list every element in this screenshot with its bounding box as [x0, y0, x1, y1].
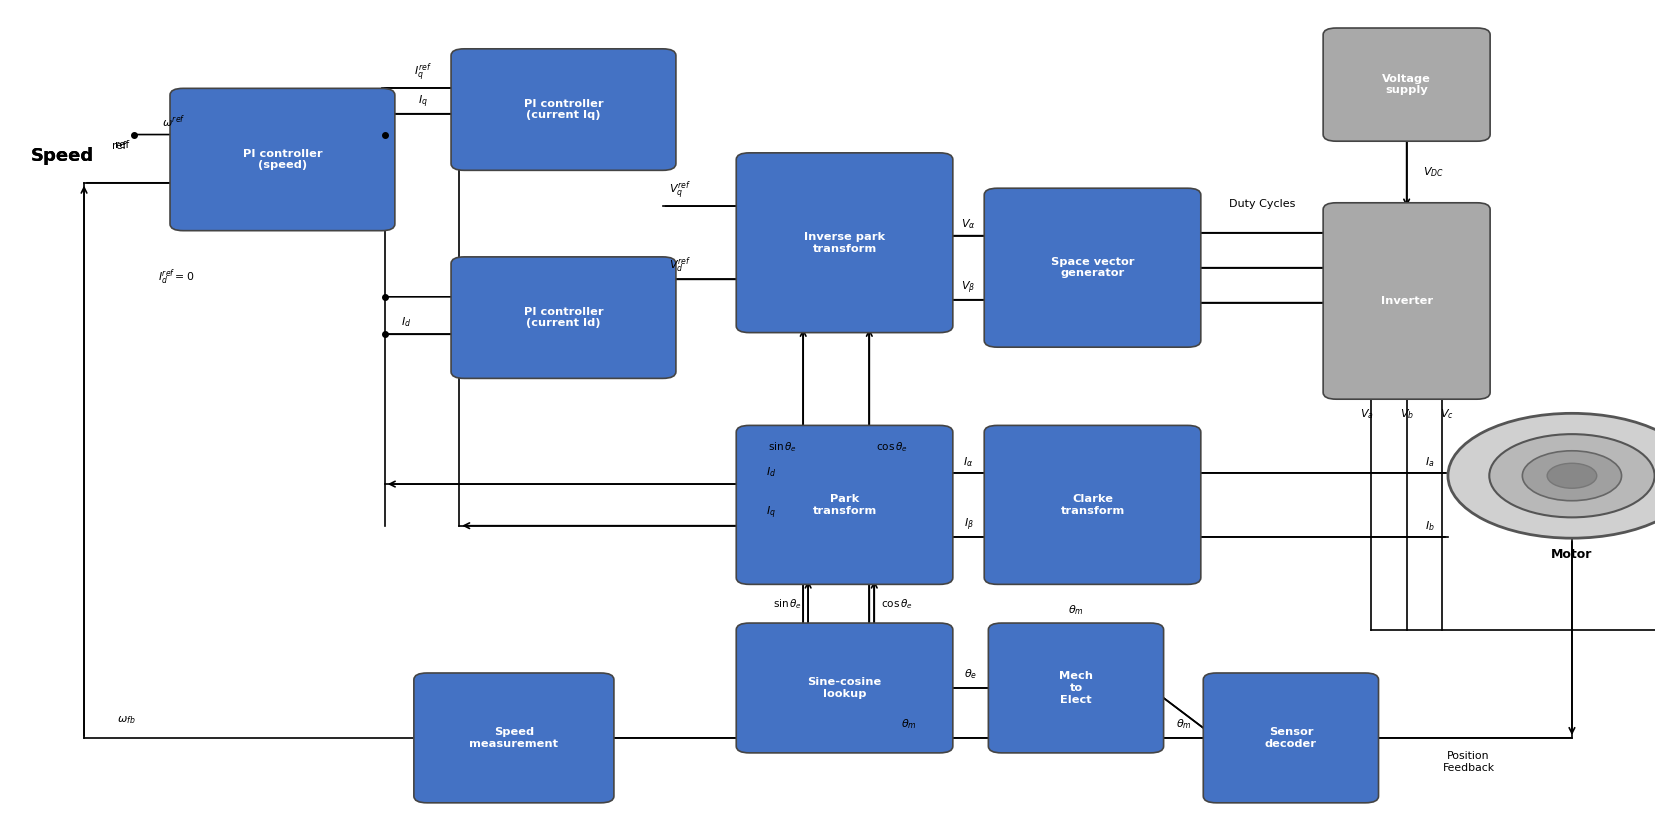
Text: Clarke
transform: Clarke transform — [1059, 494, 1124, 516]
Text: Speed
measurement: Speed measurement — [468, 727, 558, 749]
Circle shape — [1546, 463, 1595, 488]
FancyBboxPatch shape — [450, 257, 675, 378]
Text: Motor: Motor — [1551, 548, 1592, 561]
Text: $\omega_{fb}$: $\omega_{fb}$ — [118, 715, 136, 726]
FancyBboxPatch shape — [1322, 28, 1490, 141]
Text: Speed: Speed — [31, 147, 94, 165]
Text: $\cos\theta_e$: $\cos\theta_e$ — [880, 597, 912, 610]
Text: $I_\alpha$: $I_\alpha$ — [963, 455, 973, 468]
Text: $\theta_m$: $\theta_m$ — [1175, 717, 1190, 731]
Text: $\sin\theta_e$: $\sin\theta_e$ — [771, 597, 801, 610]
FancyBboxPatch shape — [170, 89, 394, 230]
Text: Duty Cycles: Duty Cycles — [1228, 200, 1294, 210]
Text: $V_\beta$: $V_\beta$ — [962, 279, 975, 296]
Text: $V_c$: $V_c$ — [1438, 407, 1453, 422]
Text: Sensor
decoder: Sensor decoder — [1264, 727, 1316, 749]
Circle shape — [1446, 413, 1655, 539]
Text: $I_q^{ref}$: $I_q^{ref}$ — [414, 62, 432, 84]
Text: $I_d^{ref} = 0$: $I_d^{ref} = 0$ — [159, 267, 195, 287]
Text: PI controller
(current Id): PI controller (current Id) — [523, 306, 602, 328]
FancyBboxPatch shape — [450, 48, 675, 170]
Text: $\cos\theta_e$: $\cos\theta_e$ — [875, 441, 907, 454]
Text: Voltage
supply: Voltage supply — [1382, 73, 1430, 95]
Text: $\theta_e$: $\theta_e$ — [963, 667, 976, 681]
Text: Mech
to
Elect: Mech to Elect — [1058, 671, 1092, 705]
Text: $I_d$: $I_d$ — [766, 465, 776, 479]
Text: $V_q^{ref}$: $V_q^{ref}$ — [669, 180, 690, 202]
Text: $\omega^{ref}$: $\omega^{ref}$ — [162, 113, 185, 129]
Text: Sine-cosine
lookup: Sine-cosine lookup — [808, 677, 880, 699]
FancyBboxPatch shape — [414, 673, 614, 802]
Text: $V_{DC}$: $V_{DC}$ — [1422, 165, 1443, 179]
FancyBboxPatch shape — [988, 623, 1163, 753]
FancyBboxPatch shape — [1322, 203, 1490, 399]
FancyBboxPatch shape — [1203, 673, 1377, 802]
Text: Inverter: Inverter — [1380, 296, 1432, 306]
Text: $I_a$: $I_a$ — [1425, 455, 1433, 468]
Text: Space vector
generator: Space vector generator — [1051, 257, 1134, 279]
FancyBboxPatch shape — [983, 425, 1200, 584]
FancyBboxPatch shape — [983, 188, 1200, 347]
FancyBboxPatch shape — [736, 623, 952, 753]
Text: $V_b$: $V_b$ — [1398, 407, 1413, 422]
Text: $V_\alpha$: $V_\alpha$ — [960, 218, 975, 231]
Text: Inverse park
transform: Inverse park transform — [803, 232, 884, 254]
Text: Speed: Speed — [31, 147, 94, 165]
FancyBboxPatch shape — [736, 425, 952, 584]
Text: $\theta_m$: $\theta_m$ — [900, 717, 915, 731]
Text: ref: ref — [116, 140, 129, 150]
Text: $I_b$: $I_b$ — [1423, 519, 1433, 533]
Circle shape — [1488, 434, 1653, 518]
Text: $\sin\theta_e$: $\sin\theta_e$ — [766, 441, 796, 454]
Text: PI controller
(speed): PI controller (speed) — [243, 149, 323, 170]
Text: $\theta_m$: $\theta_m$ — [1067, 604, 1084, 617]
FancyBboxPatch shape — [736, 153, 952, 332]
Text: $I_\beta$: $I_\beta$ — [963, 516, 973, 533]
Text: Position
Feedback: Position Feedback — [1442, 752, 1494, 773]
Circle shape — [1521, 451, 1620, 501]
Text: $V_d^{ref}$: $V_d^{ref}$ — [669, 256, 690, 276]
Text: $I_d$: $I_d$ — [401, 316, 412, 329]
Text: $I_q$: $I_q$ — [417, 94, 427, 109]
Text: ref: ref — [113, 141, 126, 151]
Text: Park
transform: Park transform — [813, 494, 875, 516]
Text: PI controller
(current Iq): PI controller (current Iq) — [523, 99, 602, 120]
Text: $V_a$: $V_a$ — [1359, 407, 1372, 422]
Text: $I_q$: $I_q$ — [766, 504, 776, 521]
